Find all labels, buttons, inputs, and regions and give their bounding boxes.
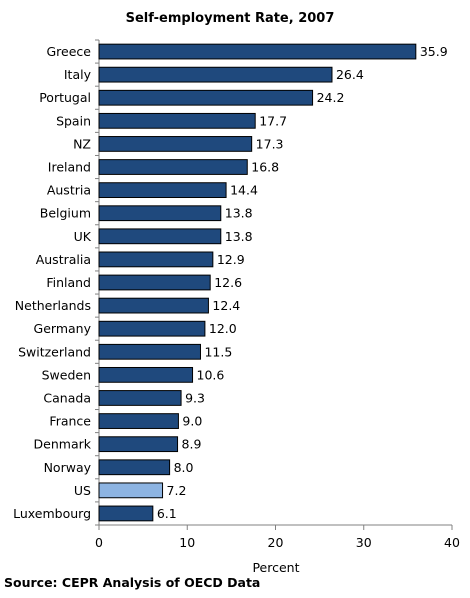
category-label: Switzerland xyxy=(18,344,91,359)
category-label: Austria xyxy=(47,183,91,198)
category-label: Spain xyxy=(56,113,91,128)
category-label: Greece xyxy=(47,44,92,59)
bar xyxy=(98,251,214,268)
value-label: 13.8 xyxy=(225,206,253,221)
bar xyxy=(98,390,182,406)
x-tick-label: 10 xyxy=(179,535,195,550)
x-axis-label: Percent xyxy=(252,560,299,575)
bar xyxy=(98,505,154,522)
bar xyxy=(98,366,194,383)
category-label: Portugal xyxy=(39,90,91,105)
value-label: 35.9 xyxy=(420,44,448,59)
bar xyxy=(98,228,222,245)
bar xyxy=(98,320,206,337)
value-label: 12.6 xyxy=(214,275,242,290)
value-label: 10.6 xyxy=(197,367,225,382)
value-label: 16.8 xyxy=(251,160,279,175)
value-label: 9.0 xyxy=(182,414,202,429)
value-label: 12.4 xyxy=(212,298,240,313)
category-label: Norway xyxy=(44,460,92,475)
category-label: UK xyxy=(74,229,92,244)
value-label: 8.9 xyxy=(182,437,202,452)
value-label: 12.0 xyxy=(209,321,237,336)
bar xyxy=(98,66,333,83)
category-label: Ireland xyxy=(48,160,91,175)
bar xyxy=(98,182,227,199)
value-label: 14.4 xyxy=(230,183,258,198)
bar xyxy=(98,43,417,60)
value-label: 26.4 xyxy=(336,67,364,82)
category-label: Canada xyxy=(43,390,91,405)
category-label: Australia xyxy=(36,252,91,267)
value-label: 12.9 xyxy=(217,252,245,267)
category-label: Finland xyxy=(46,275,91,290)
bar xyxy=(98,136,253,152)
value-label: 13.8 xyxy=(225,229,253,244)
bars-layer: Greece 35.9 Italy 26.4 Portugal 24.2 Spain 17.7… xyxy=(13,43,448,522)
category-label: Germany xyxy=(34,321,92,336)
bar xyxy=(98,112,256,129)
bar xyxy=(98,297,209,314)
value-label: 11.5 xyxy=(204,344,232,359)
category-label: Sweden xyxy=(42,367,91,382)
bar xyxy=(98,436,179,453)
bar xyxy=(98,343,201,360)
chart-title: Self-employment Rate, 2007 xyxy=(126,11,335,26)
x-tick-label: 30 xyxy=(356,535,372,550)
category-label: US xyxy=(74,483,91,498)
bar xyxy=(98,482,164,499)
axis-layer: 0 10 20 30 40 xyxy=(95,39,460,550)
value-label: 17.3 xyxy=(256,136,284,151)
category-label: NZ xyxy=(73,136,91,151)
value-label: 17.7 xyxy=(259,113,287,128)
category-label: Denmark xyxy=(34,437,92,452)
value-label: 24.2 xyxy=(317,90,345,105)
x-tick-label: 40 xyxy=(444,535,460,550)
x-tick-label: 0 xyxy=(95,535,103,550)
value-label: 8.0 xyxy=(174,460,194,475)
value-label: 9.3 xyxy=(185,390,205,405)
value-label: 6.1 xyxy=(157,506,177,521)
bar xyxy=(98,413,179,429)
category-label: Italy xyxy=(64,67,92,82)
bar xyxy=(98,274,211,291)
category-label: France xyxy=(49,414,91,429)
bar xyxy=(98,89,314,106)
category-label: Luxembourg xyxy=(13,506,91,521)
value-label: 7.2 xyxy=(167,483,187,498)
bar xyxy=(98,459,171,476)
category-label: Netherlands xyxy=(15,298,91,313)
x-tick-label: 20 xyxy=(268,535,284,550)
source-note: Source: CEPR Analysis of OECD Data xyxy=(4,575,261,590)
bar xyxy=(98,205,222,222)
bar xyxy=(98,159,248,175)
category-label: Belgium xyxy=(40,206,91,221)
